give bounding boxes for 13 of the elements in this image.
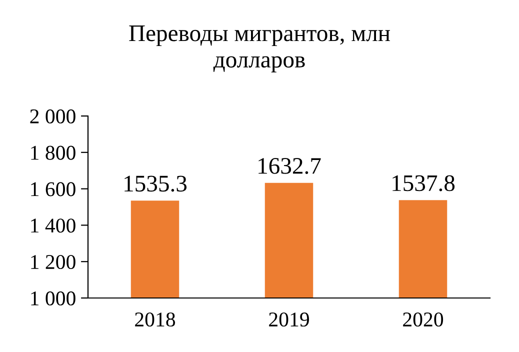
data-label: 1537.8 bbox=[392, 175, 455, 192]
y-tick-label: 1 600 bbox=[31, 182, 76, 196]
x-tick-label: 2018 bbox=[135, 312, 176, 327]
y-tick-label: 2 000 bbox=[30, 109, 76, 124]
y-tick-label: 1 000 bbox=[31, 291, 76, 306]
x-tick-label: 2020 bbox=[403, 312, 444, 327]
chart-title: Переводы мигрантов, млн долларов bbox=[129, 26, 390, 72]
y-tick-label: 1 400 bbox=[31, 218, 76, 233]
data-label: 1632.7 bbox=[258, 158, 321, 174]
x-tick-label: 2019 bbox=[269, 312, 309, 327]
y-tick-label: 1 200 bbox=[31, 254, 76, 270]
y-tick-label: 1 800 bbox=[31, 146, 76, 160]
data-label: 1535.3 bbox=[124, 176, 187, 192]
